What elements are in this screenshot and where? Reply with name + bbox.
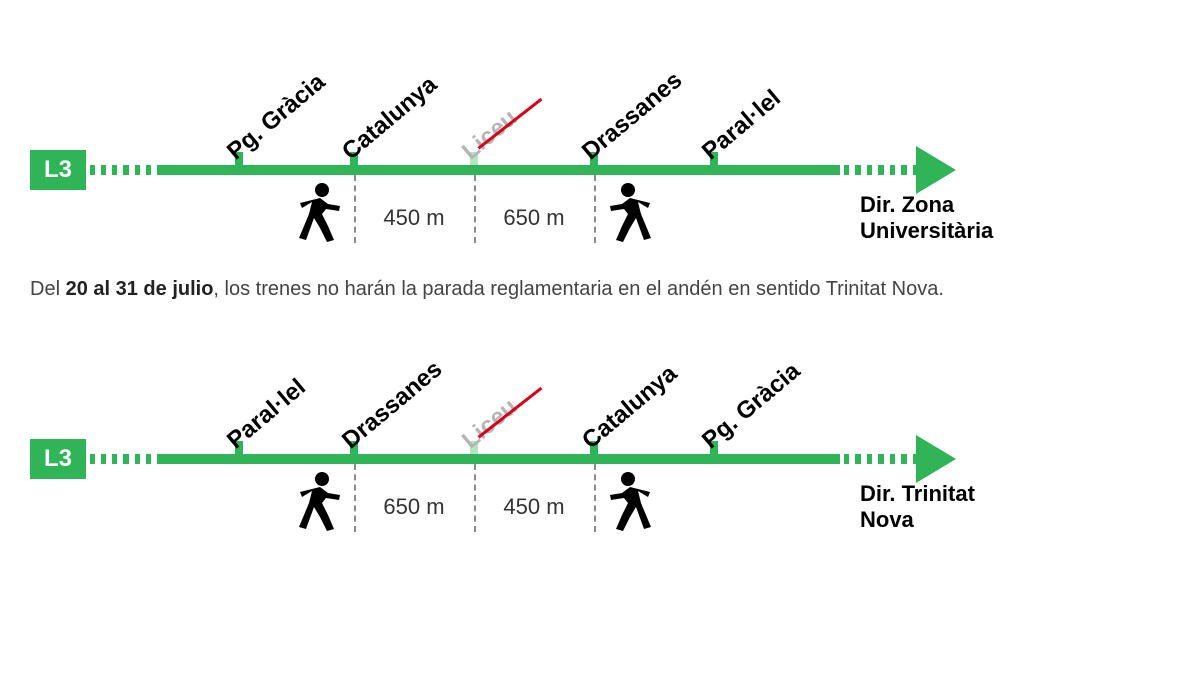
track-dash-seg <box>123 454 128 464</box>
walker-icon <box>296 182 344 242</box>
track-solid <box>162 165 840 175</box>
track-dash-seg <box>867 165 872 175</box>
metro-line-diagram-zona-universitaria: L3 Pg. GràciaCatalunyaLiceu DrassanesPara… <box>30 20 1170 260</box>
walk-range-divider <box>594 464 596 532</box>
station-label: Drassanes <box>337 356 448 455</box>
line-badge: L3 <box>30 150 86 190</box>
closure-caption: Del 20 al 31 de julio, los trenes no har… <box>30 278 1170 301</box>
track-dashes-left <box>90 454 162 464</box>
station-label: Liceu <box>457 104 523 166</box>
station-label: Paral·lel <box>697 85 787 166</box>
track-dash-seg <box>135 165 140 175</box>
direction-line1: Dir. Trinitat <box>860 481 975 506</box>
station-label: Pg. Gràcia <box>222 68 331 166</box>
walker-icon <box>606 182 654 242</box>
track-dash-seg <box>101 454 106 464</box>
direction-line2: Universitària <box>860 218 993 243</box>
track-dash-seg <box>146 454 151 464</box>
track-dash-seg <box>112 454 117 464</box>
walk-range-divider <box>474 464 476 532</box>
direction-line2: Nova <box>860 507 914 532</box>
track-dash-seg <box>855 454 860 464</box>
arrow-head-icon <box>916 435 956 483</box>
station-label: Liceu <box>457 393 523 455</box>
direction-label: Dir. Trinitat Nova <box>860 481 975 534</box>
track-dashes-right <box>844 454 918 464</box>
track-dash-seg <box>146 165 151 175</box>
walker-icon <box>606 471 654 531</box>
track-dash-seg <box>135 454 140 464</box>
track-dash-seg <box>901 454 906 464</box>
station-label: Catalunya <box>577 360 683 455</box>
track-dash-seg <box>90 454 95 464</box>
walker-icon <box>606 471 654 531</box>
station-label: Drassanes <box>577 67 688 166</box>
walk-range-divider <box>354 175 356 243</box>
track-dash-seg <box>878 454 883 464</box>
station-label: Catalunya <box>337 71 443 166</box>
walk-range-divider <box>474 175 476 243</box>
caption-bold: 20 al 31 de julio <box>66 278 214 300</box>
direction-line1: Dir. Zona <box>860 192 954 217</box>
metro-line-diagram-trinitat-nova: L3 Paral·lel DrassanesLiceu CatalunyaPg. G… <box>30 309 1170 549</box>
track-dash-seg <box>112 165 117 175</box>
distance-label: 650 m <box>503 205 564 231</box>
track-dashes-right <box>844 165 918 175</box>
line-badge: L3 <box>30 439 86 479</box>
track-dash-seg <box>101 165 106 175</box>
track-solid <box>162 454 840 464</box>
walk-range-divider <box>594 175 596 243</box>
track-dash-seg <box>867 454 872 464</box>
station-label: Paral·lel <box>222 374 312 455</box>
arrow-head-icon <box>916 146 956 194</box>
track-dash-seg <box>90 165 95 175</box>
track-dash-seg <box>844 454 849 464</box>
walker-icon <box>606 182 654 242</box>
track-dashes-left <box>90 165 162 175</box>
walker-icon <box>296 471 344 531</box>
caption-suffix: , los trenes no harán la parada reglamen… <box>213 278 943 300</box>
distance-label: 450 m <box>503 494 564 520</box>
distance-label: 650 m <box>383 494 444 520</box>
track-dash-seg <box>844 165 849 175</box>
track-dash-seg <box>855 165 860 175</box>
caption-prefix: Del <box>30 278 66 300</box>
track-dash-seg <box>901 165 906 175</box>
direction-label: Dir. Zona Universitària <box>860 192 993 245</box>
station-label: Pg. Gràcia <box>697 357 806 455</box>
track-dash-seg <box>890 165 895 175</box>
track-dash-seg <box>890 454 895 464</box>
distance-label: 450 m <box>383 205 444 231</box>
walker-icon <box>296 182 344 242</box>
walker-icon <box>296 471 344 531</box>
walk-range-divider <box>354 464 356 532</box>
track-dash-seg <box>878 165 883 175</box>
track-dash-seg <box>123 165 128 175</box>
